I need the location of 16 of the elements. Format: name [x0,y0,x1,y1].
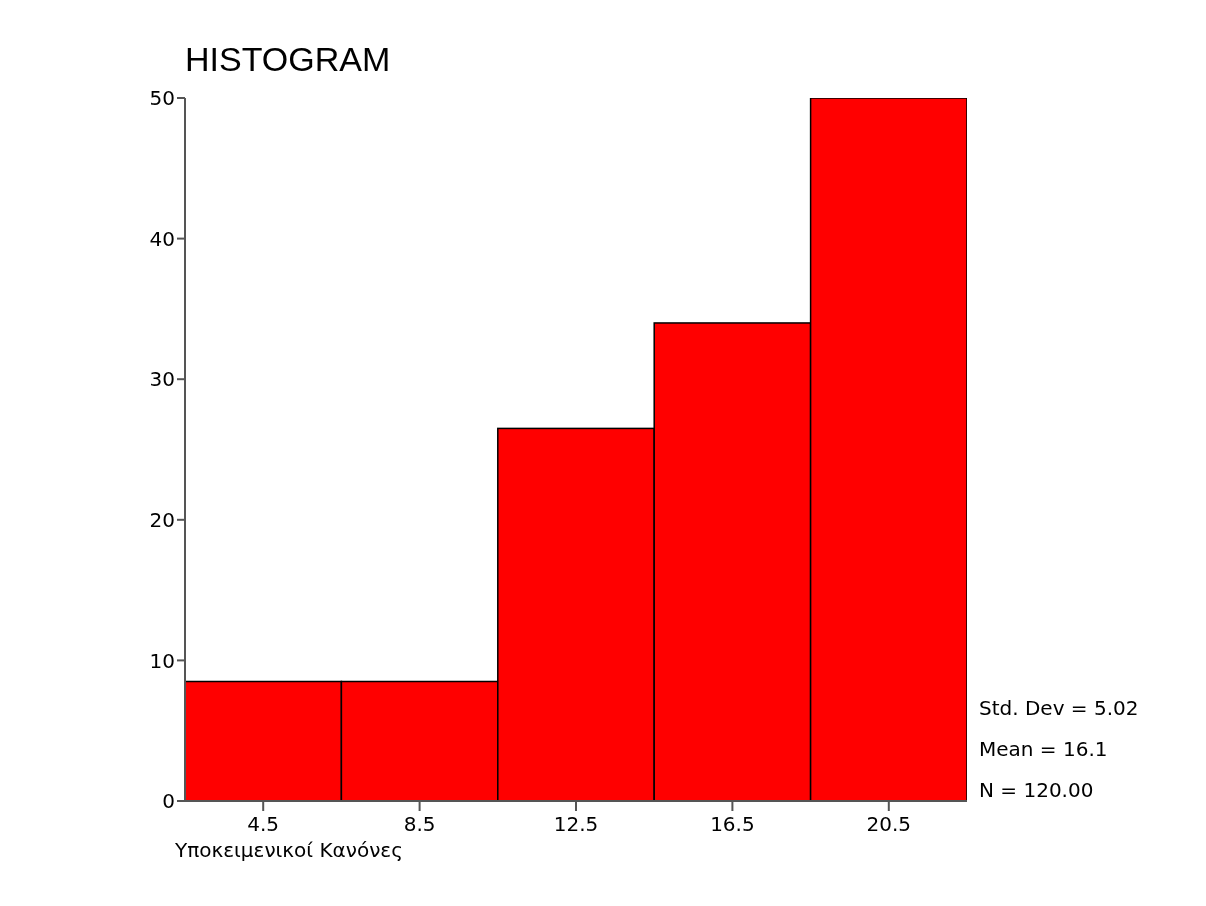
x-tick-label: 4.5 [247,812,280,837]
x-axis-title: Υποκειμενικοί Κανόνες [175,838,403,862]
x-tick-label: 8.5 [403,812,436,837]
x-tick-label: 12.5 [553,812,599,837]
x-tick-label: 20.5 [866,812,912,837]
text: N = 120.00 [979,777,1095,804]
text: Mean = 16.1 [979,736,1109,763]
x-tick-label: 16.5 [710,812,755,837]
y-tick-label: 30 [149,367,175,392]
y-tick-label: 10 [149,648,175,673]
chart-title: HISTOGRAM [185,40,391,79]
text: Std. Dev = 5.02 [979,695,1139,722]
y-tick-label: 40 [149,226,175,251]
y-tick-label: 50 [149,86,175,111]
y-tick-label: 20 [149,507,175,532]
y-tick-label: 0 [162,789,175,814]
